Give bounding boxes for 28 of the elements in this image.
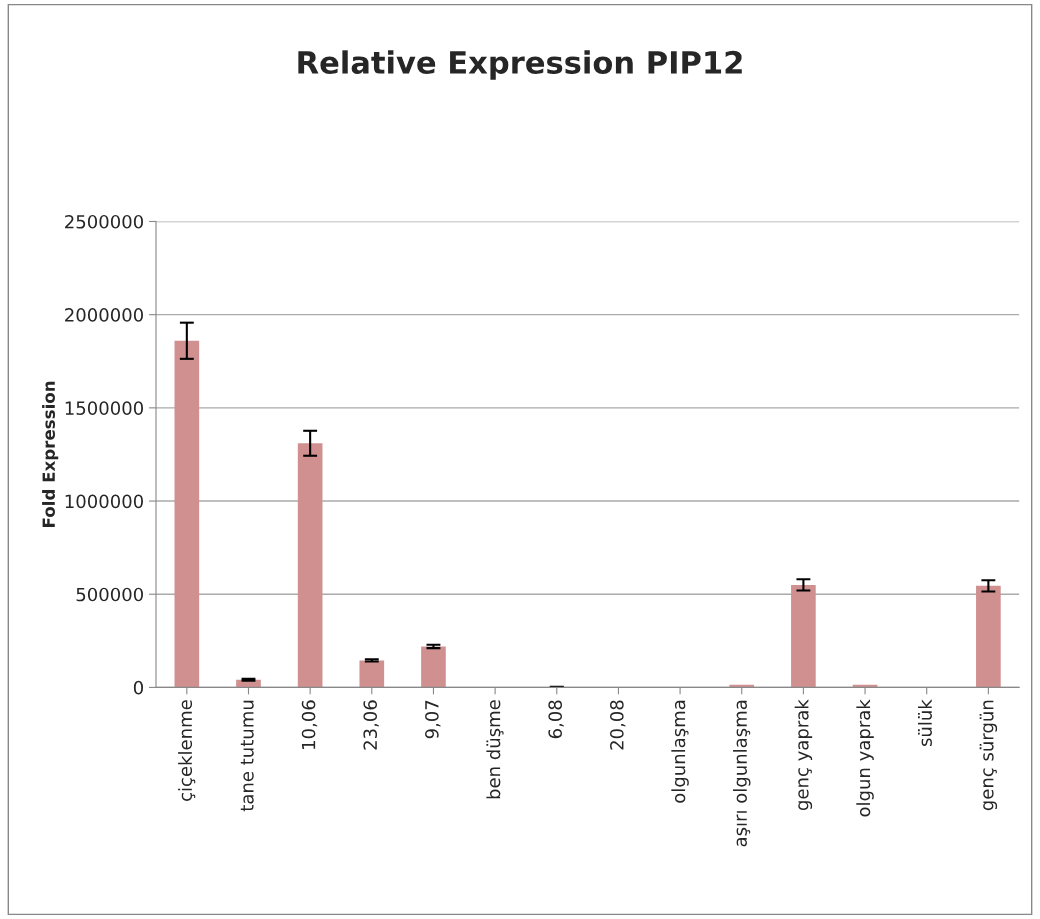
bar: [359, 660, 385, 688]
x-tick-label: aşırı olgunlaşma: [733, 700, 751, 847]
x-tick-label: 20,08: [610, 700, 626, 750]
bar: [791, 584, 816, 688]
bar: [976, 585, 1001, 688]
x-tick-label: 6,08: [548, 700, 564, 739]
y-tick-label: 1500000: [65, 401, 143, 415]
y-axis-title: Fold Expression: [42, 381, 59, 527]
bar: [421, 646, 446, 688]
bar: [297, 443, 323, 688]
y-tick-label: 2500000: [65, 214, 143, 229]
x-tick-label: genç yaprak: [794, 699, 813, 811]
x-tick-label: olgunlaşma: [671, 700, 689, 803]
y-tick-label: 500000: [76, 587, 143, 602]
x-tick-label: genç sürgün: [979, 700, 998, 811]
x-tick-label: 10,06: [301, 700, 318, 749]
x-tick-label: çiçeklenme: [178, 700, 196, 801]
y-tick-label: 0: [133, 680, 143, 695]
x-tick-label: 23,06: [363, 700, 379, 750]
x-tick-label: 9,07: [425, 700, 441, 739]
chart-title: Relative Expression PIP12: [298, 50, 742, 80]
x-tick-label: olgun yaprak: [856, 699, 874, 817]
y-tick-label: 2000000: [65, 308, 143, 322]
bar: [174, 340, 200, 688]
x-tick-label: tane tutumu: [240, 700, 254, 812]
x-tick-label: sülük: [917, 699, 932, 746]
y-tick-label: 1000000: [65, 494, 143, 509]
x-tick-label: ben düşme: [486, 700, 504, 799]
